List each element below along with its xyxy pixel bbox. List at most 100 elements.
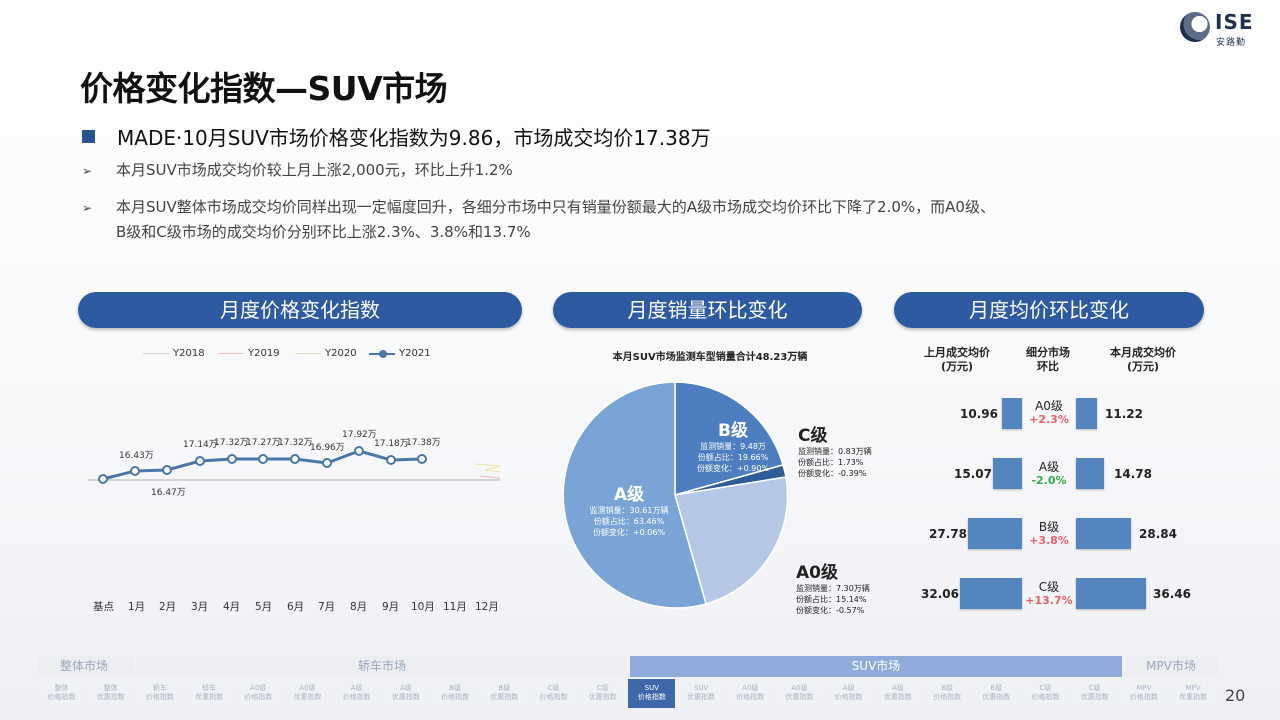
data-label: 16.43万 [119, 451, 154, 461]
nav-group-mpv[interactable]: MPV市场 [1124, 656, 1218, 677]
segment-line: 份额变化：-0.39% [798, 469, 867, 478]
prev-price-a0: 10.96 [960, 407, 998, 421]
legend-line-icon [218, 353, 244, 354]
nav-cell[interactable]: A级 价格指数 [825, 679, 873, 708]
nav-cell[interactable]: C级 价格指数 [530, 679, 577, 708]
prev-price-bar-c [960, 578, 1022, 609]
square-bullet-icon [82, 130, 95, 143]
arrow-bullet-icon: ➢ [82, 164, 93, 178]
segment-name: B级 [718, 421, 748, 441]
nav-cell[interactable]: 轿车 价格指数 [136, 679, 184, 708]
nav-cell[interactable]: SUV 价格指数 [628, 679, 676, 708]
data-label: 17.27万 [246, 438, 281, 448]
prev-price-b: 27.78 [929, 527, 967, 541]
nav-cell[interactable]: 整体 优惠指数 [87, 679, 135, 708]
curr-price-a0: 11.22 [1105, 407, 1143, 421]
nav-group-sedan[interactable]: 轿车市场 [136, 656, 628, 677]
data-point [195, 456, 205, 466]
nav-cell[interactable]: MPV 优惠指数 [1169, 679, 1217, 708]
legend-y2018: Y2018 [143, 348, 205, 359]
nav-cell[interactable]: 整体 价格指数 [38, 679, 85, 708]
logo-subtext: 安路勤 [1216, 38, 1247, 48]
prev-price-bar-a0 [1002, 398, 1022, 429]
data-point [386, 455, 396, 465]
sub-point-2-continued: B级和C级市场的成交均价分别环比上涨2.3%、3.8%和13.7% [116, 223, 531, 241]
nav-cell[interactable]: C级 优惠指数 [579, 679, 627, 708]
data-label: 17.32万 [214, 438, 249, 448]
data-label: 17.18万 [374, 439, 409, 449]
section-header-sales-change: 月度销量环比变化 [553, 292, 862, 328]
sub-point-text: 本月SUV市场成交均价较上月上涨2,000元，环比上升1.2% [116, 161, 513, 179]
nav-cell[interactable]: A级 优惠指数 [382, 679, 430, 708]
data-point [162, 465, 172, 475]
segment-line: 监测销量：30.61万辆 [589, 506, 669, 515]
nav-cell[interactable]: A0级 优惠指数 [284, 679, 331, 708]
nav-cell[interactable]: 轿车 优惠指数 [185, 679, 233, 708]
header-text: 本月成交均价 (万元) [1110, 346, 1176, 373]
nav-cell[interactable]: A级 价格指数 [333, 679, 381, 708]
segment-name: A级 [613, 485, 645, 505]
segment-name: A0级 [796, 563, 838, 583]
nav-cell[interactable]: A0级 价格指数 [726, 679, 774, 708]
nav-cell[interactable]: A级 优惠指数 [874, 679, 922, 708]
prev-price-a: 15.07 [954, 467, 992, 481]
main-point: MADE·10月SUV市场价格变化指数为9.86，市场成交均价17.38万 [82, 122, 711, 151]
legend-line-icon [295, 353, 321, 354]
nav-cell[interactable]: SUV 优惠指数 [677, 679, 725, 708]
legend-line-icon [369, 349, 395, 358]
section-header-price-change: 月度均价环比变化 [894, 292, 1204, 328]
month-label: 5月 [255, 601, 273, 613]
data-point [417, 454, 427, 464]
nav-cell[interactable]: B级 价格指数 [431, 679, 479, 708]
section-header-price-index: 月度价格变化指数 [78, 292, 522, 328]
nav-cell[interactable]: B级 优惠指数 [480, 679, 528, 708]
header-text: 上月成交均价 (万元) [924, 346, 990, 373]
month-label: 4月 [223, 601, 241, 613]
legend-y2019: Y2019 [218, 348, 280, 359]
nav-cell[interactable]: B级 价格指数 [923, 679, 971, 708]
curr-price-a: 14.78 [1114, 467, 1152, 481]
month-label: 8月 [350, 601, 368, 613]
data-point [98, 474, 108, 484]
y2021-points [98, 446, 427, 484]
nav-cell[interactable]: C级 优惠指数 [1071, 679, 1119, 708]
nav-cell[interactable]: B级 优惠指数 [972, 679, 1020, 708]
y2020-faint-line [474, 463, 501, 473]
nav-cell[interactable]: A0级 优惠指数 [776, 679, 823, 708]
main-point-text: MADE·10月SUV市场价格变化指数为9.86，市场成交均价17.38万 [117, 126, 711, 150]
nav-cell[interactable]: C级 价格指数 [1022, 679, 1069, 708]
segment-name: C级 [1038, 580, 1060, 594]
price-index-line-chart [88, 446, 501, 484]
data-point [354, 446, 364, 456]
pie-label-b: B级 监测销量：9.48万 份额占比：19.66% 份额变化：+0.90% [692, 421, 774, 474]
nav-group-suv[interactable]: SUV市场 [630, 656, 1122, 677]
data-label: 17.14万 [183, 440, 218, 450]
segment-name: A级 [1038, 460, 1060, 474]
month-label: 1月 [128, 601, 146, 613]
legend-line-icon [143, 353, 169, 354]
segment-c: C级 +13.7% [1019, 580, 1079, 608]
header-segment-change: 细分市场 环比 [1016, 346, 1080, 374]
month-label: 2月 [159, 601, 177, 613]
logo-globe-icon [1180, 12, 1210, 42]
data-point [130, 466, 140, 476]
nav-cell[interactable]: A0级 价格指数 [234, 679, 282, 708]
change-value: +2.3% [1029, 413, 1069, 426]
month-label: 7月 [318, 601, 336, 613]
change-value: +3.8% [1029, 534, 1069, 547]
month-label: 11月 [443, 601, 467, 613]
segment-line: 份额占比：19.66% [697, 453, 769, 462]
segment-line: 监测销量：0.83万辆 [798, 447, 872, 456]
sub-point-1: ➢ 本月SUV市场成交均价较上月上涨2,000元，环比上升1.2% [82, 158, 513, 184]
pie-caption: 本月SUV市场监测车型销量合计48.23万辆 [612, 352, 808, 363]
segment-line: 监测销量：7.30万辆 [796, 584, 870, 593]
month-label: 基点 [93, 601, 114, 613]
data-point [322, 458, 332, 468]
segment-line: 份额变化：+0.06% [592, 528, 666, 537]
data-point [258, 454, 268, 464]
company-logo: ISE 安路勤 [1180, 10, 1260, 50]
nav-cell[interactable]: MPV 价格指数 [1120, 679, 1168, 708]
nav-group-overall[interactable]: 整体市场 [38, 656, 134, 677]
segment-b: B级 +3.8% [1019, 520, 1079, 548]
legend-label: Y2021 [399, 348, 431, 359]
